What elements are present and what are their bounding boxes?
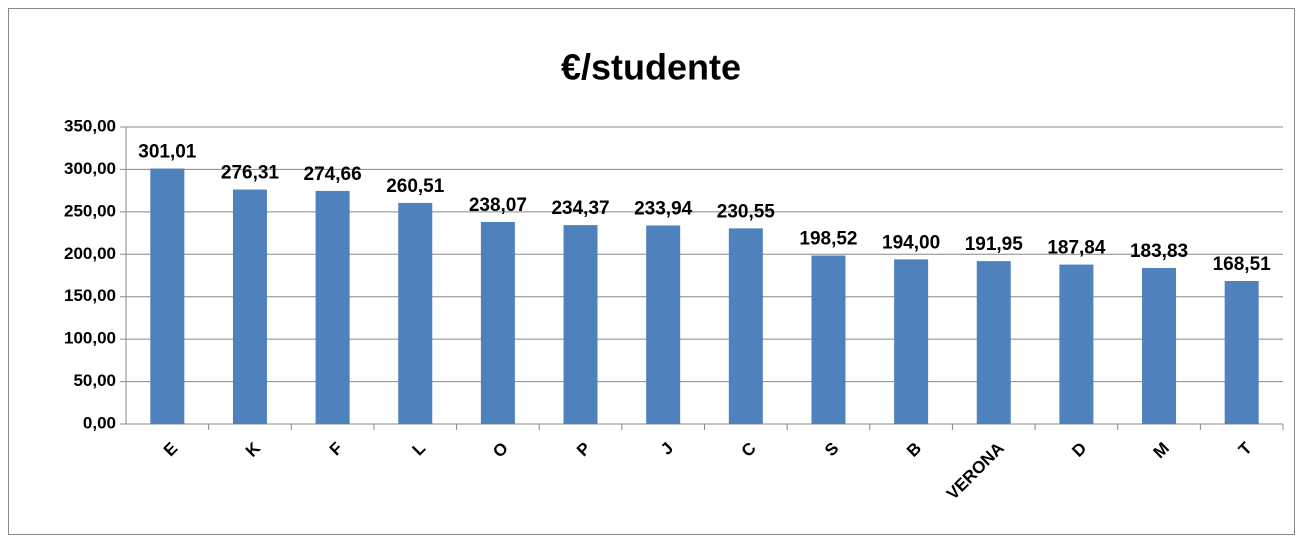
y-tick-label: 0,00 xyxy=(83,413,116,432)
bar xyxy=(480,221,515,424)
bar xyxy=(811,255,846,424)
data-label: 260,51 xyxy=(386,176,445,197)
bar xyxy=(728,228,763,424)
data-label: 194,00 xyxy=(882,232,940,253)
data-label: 230,55 xyxy=(717,201,776,222)
bar xyxy=(150,168,185,424)
bar xyxy=(232,189,267,424)
y-tick-label: 100,00 xyxy=(64,329,116,348)
bar xyxy=(894,259,929,424)
data-label: 238,07 xyxy=(469,195,527,216)
y-tick-label: 150,00 xyxy=(64,286,116,305)
data-label: 233,94 xyxy=(634,199,693,220)
data-label: 183,83 xyxy=(1130,241,1188,262)
data-label: 276,31 xyxy=(221,163,280,184)
data-label: 191,95 xyxy=(965,234,1024,255)
y-tick-label: 50,00 xyxy=(73,371,116,390)
bar xyxy=(646,225,681,424)
data-label: 187,84 xyxy=(1047,238,1106,259)
bar xyxy=(563,225,598,424)
bar xyxy=(398,202,433,424)
data-label: 198,52 xyxy=(799,229,857,250)
data-label: 301,01 xyxy=(138,142,197,163)
bar xyxy=(315,190,350,424)
y-tick-label: 300,00 xyxy=(64,159,116,178)
data-label: 274,66 xyxy=(304,164,362,185)
bar xyxy=(976,261,1011,424)
data-label: 234,37 xyxy=(551,198,609,219)
y-tick-label: 200,00 xyxy=(64,244,116,263)
bar xyxy=(1142,268,1177,424)
y-tick-label: 350,00 xyxy=(64,116,116,135)
chart-title: €/studente xyxy=(561,47,741,88)
bar xyxy=(1059,264,1094,424)
bar xyxy=(1224,281,1259,424)
y-tick-label: 250,00 xyxy=(64,201,116,220)
data-label: 168,51 xyxy=(1213,254,1272,275)
